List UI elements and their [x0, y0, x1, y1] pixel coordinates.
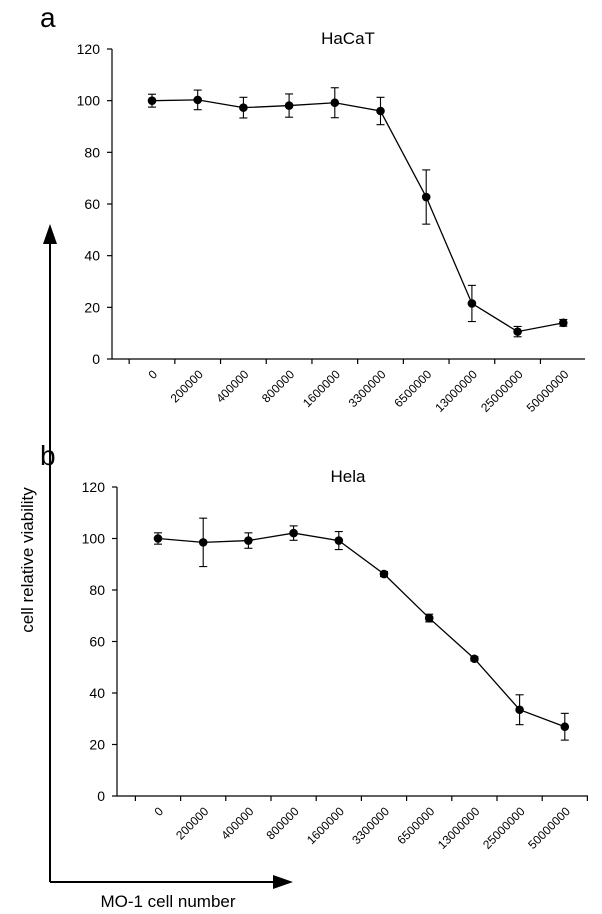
- series-line-a: [151, 99, 564, 333]
- x-tick-label-a: 6500000: [391, 367, 434, 410]
- y-tick-label-b: 60: [89, 634, 105, 650]
- x-tick-label-a: 200000: [168, 367, 206, 405]
- data-point-a: [467, 299, 477, 308]
- y-axis-label: cell relative viability: [18, 487, 37, 633]
- data-point-a: [513, 327, 522, 336]
- data-point-b: [424, 613, 434, 623]
- data-point-b: [379, 569, 389, 579]
- data-point-b: [470, 654, 479, 664]
- y-tick-label-b: 120: [82, 479, 106, 495]
- data-point-b: [289, 528, 298, 538]
- y-tick-label-a: 100: [77, 93, 101, 109]
- y-tick-label-b: 80: [89, 582, 105, 598]
- y-arrow-head: [43, 224, 57, 244]
- y-tick-label-b: 40: [89, 685, 105, 701]
- y-axis-b: 0 20 40 60 80 100 120: [82, 479, 118, 804]
- y-tick-label-a: 60: [84, 196, 100, 212]
- data-point-b: [244, 536, 253, 545]
- x-axis-label: MO-1 cell number: [100, 892, 235, 911]
- x-tick-label-a: 400000: [213, 367, 251, 405]
- chart-title-a: HaCaT: [321, 29, 375, 48]
- data-point-a: [284, 101, 294, 110]
- series-a: [147, 87, 568, 338]
- x-axis-a: 0 200000 400000 800000 1600000 3300000 6500000…: [112, 358, 585, 415]
- x-tick-label-b: 6500000: [394, 804, 437, 847]
- x-tick-label-a: 3300000: [346, 367, 389, 410]
- x-tick-label-b: 200000: [173, 804, 211, 842]
- x-tick-label-b: 0: [151, 804, 166, 819]
- series-line-b: [157, 532, 566, 728]
- chart-panel-a: a HaCaT 0 20 40 60 80 100 120 0 200000 400000 800…: [40, 2, 585, 415]
- x-tick-label-b: 800000: [264, 804, 302, 842]
- x-tick-label-b: 25000000: [480, 804, 528, 852]
- x-tick-label-b: 400000: [218, 804, 256, 842]
- data-point-a: [147, 96, 157, 105]
- data-point-a: [239, 103, 248, 112]
- data-point-b: [334, 536, 344, 545]
- x-tick-label-b: 1600000: [304, 804, 347, 847]
- data-point-a: [376, 106, 385, 116]
- x-tick-label-a: 13000000: [432, 367, 480, 415]
- y-tick-label-a: 120: [77, 41, 101, 57]
- chart-title-b: Hela: [331, 467, 367, 486]
- data-point-a: [421, 192, 431, 202]
- panel-letter-b: b: [40, 440, 56, 471]
- y-tick-label-b: 0: [97, 788, 105, 804]
- data-point-b: [515, 705, 524, 715]
- panel-letter-a: a: [40, 2, 56, 33]
- data-point-a: [330, 98, 340, 108]
- y-tick-label-b: 100: [82, 531, 106, 547]
- x-axis-b: 0 200000 400000 800000 1600000 3300000 6500000…: [117, 795, 589, 852]
- x-tick-label-b: 50000000: [525, 804, 573, 852]
- y-tick-label-a: 20: [84, 299, 100, 315]
- y-tick-label-a: 40: [84, 248, 100, 264]
- x-arrow-head: [273, 875, 293, 889]
- data-point-a: [559, 318, 568, 328]
- y-tick-label-a: 0: [92, 351, 100, 367]
- data-point-b: [560, 722, 570, 732]
- x-tick-label-a: 25000000: [478, 367, 526, 415]
- data-point-b: [198, 538, 208, 547]
- y-tick-label-a: 80: [84, 144, 100, 160]
- chart-panel-b: b Hela 0 20 40 60 80 100 120 0 200000 400000 8000…: [40, 440, 589, 852]
- x-tick-label-b: 13000000: [435, 804, 483, 852]
- data-point-a: [193, 95, 202, 105]
- data-point-b: [153, 534, 163, 543]
- x-tick-label-a: 0: [145, 367, 160, 382]
- x-tick-label-a: 800000: [259, 367, 297, 405]
- series-b: [153, 517, 570, 741]
- x-tick-label-a: 1600000: [300, 367, 343, 410]
- x-tick-label-a: 50000000: [524, 367, 572, 415]
- y-axis-a: 0 20 40 60 80 100 120: [77, 41, 113, 367]
- x-tick-label-b: 3300000: [349, 804, 392, 847]
- y-tick-label-b: 20: [89, 737, 105, 753]
